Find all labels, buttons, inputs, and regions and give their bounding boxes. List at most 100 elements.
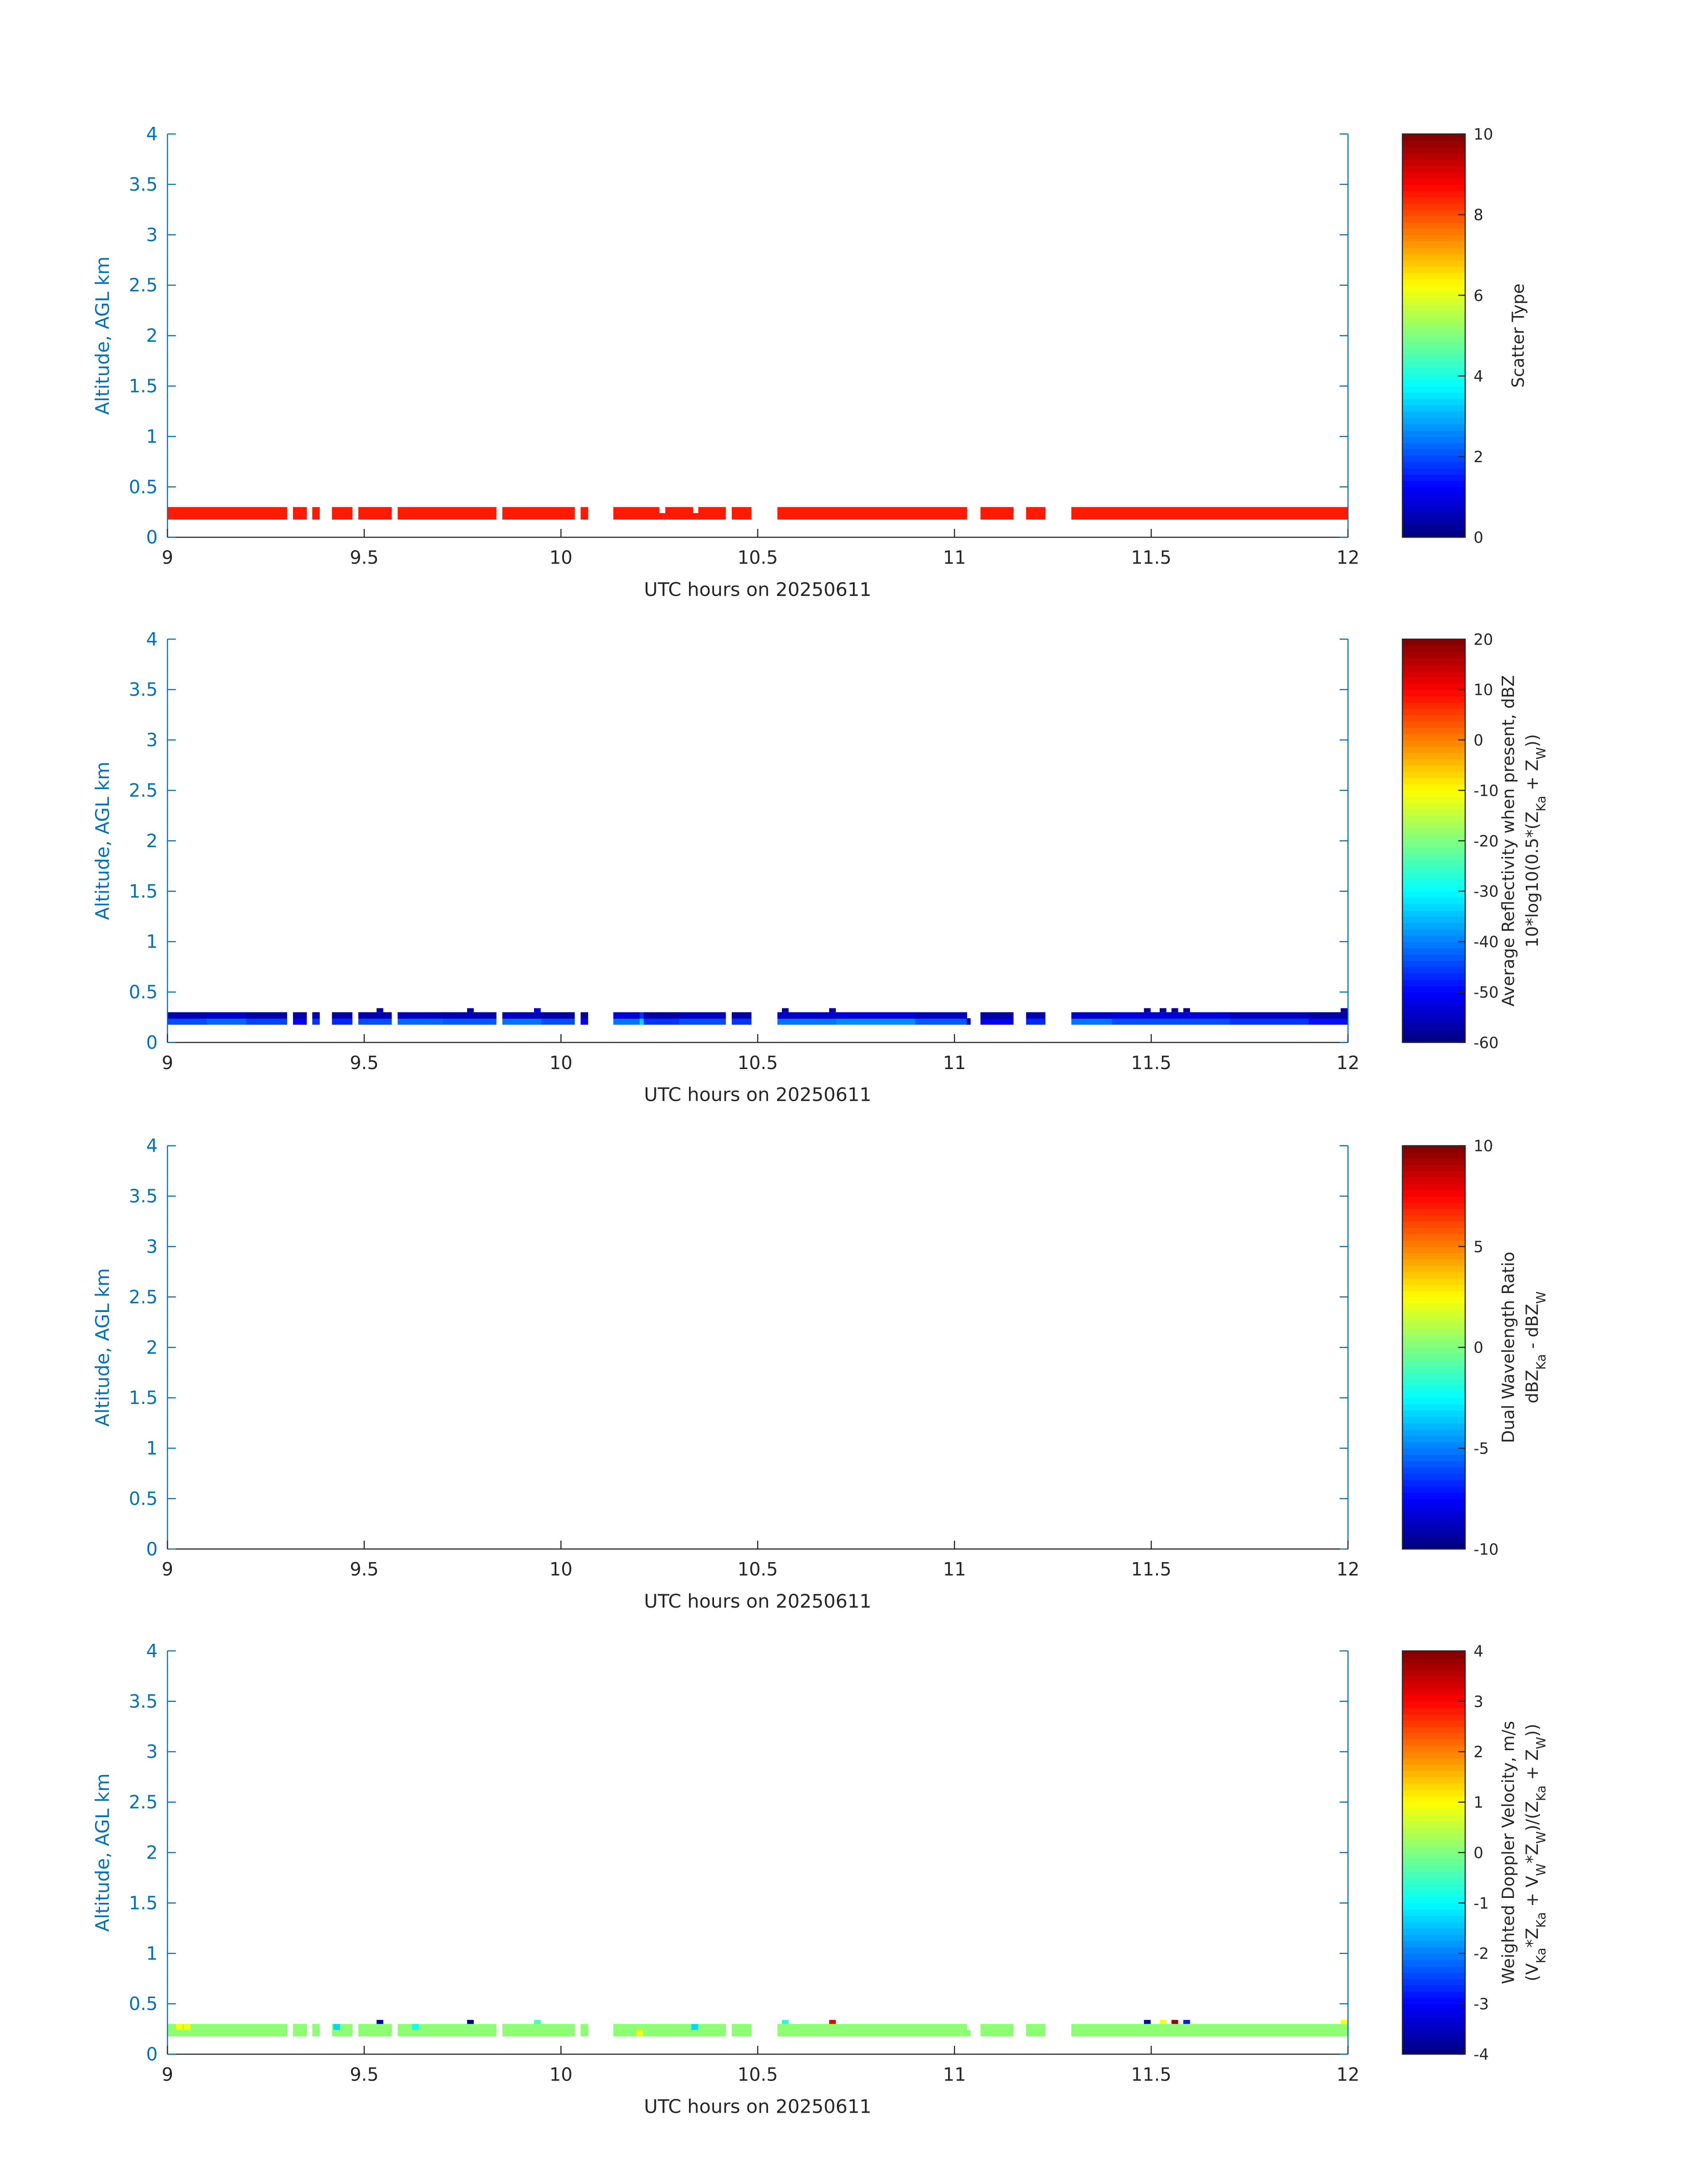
colorbar-label-line: Dual Wavelength Ratio — [1499, 1252, 1518, 1443]
colorbar-label-subscript: W — [1533, 1291, 1548, 1304]
colorbar-swatch — [1402, 2022, 1466, 2030]
colorbar-swatch — [1402, 1701, 1466, 1708]
colorbar-swatch — [1402, 279, 1466, 286]
data-cell — [580, 1018, 589, 1025]
data-point — [534, 1008, 541, 1012]
y-tick-label: 1.5 — [129, 1387, 158, 1408]
colorbar-swatch — [1402, 727, 1466, 734]
x-tick-label: 10 — [549, 1052, 572, 1074]
colorbar-label-text: + Z — [1522, 760, 1542, 796]
colorbar-swatch — [1402, 903, 1466, 911]
colorbar-label-text: Scatter Type — [1508, 284, 1528, 388]
colorbar-label-text: )) — [1522, 1724, 1542, 1737]
y-tick-label: 4 — [146, 1135, 158, 1157]
y-tick-label: 1.5 — [129, 881, 158, 902]
colorbar-swatch — [1402, 411, 1466, 418]
colorbar-swatch — [1402, 1435, 1466, 1442]
colorbar-swatch — [1402, 847, 1466, 854]
x-tick-label: 10.5 — [738, 1559, 778, 1580]
data-cell — [332, 513, 353, 520]
colorbar-swatch — [1402, 1897, 1466, 1904]
data-cell — [915, 1012, 967, 1019]
colorbar-swatch — [1402, 746, 1466, 753]
colorbar-swatch — [1402, 1871, 1466, 1878]
data-cell — [731, 507, 752, 514]
x-tick-label: 9.5 — [350, 1052, 379, 1074]
colorbar-swatch — [1402, 1985, 1466, 1992]
data-cell — [731, 513, 752, 520]
data-cell — [167, 1012, 208, 1019]
colorbar-swatch — [1402, 317, 1466, 324]
colorbar-swatch — [1402, 1884, 1466, 1891]
data-cell — [167, 1018, 208, 1025]
data-cell — [679, 1012, 726, 1019]
colorbar-swatch — [1402, 1707, 1466, 1714]
colorbar-swatch — [1402, 1366, 1466, 1373]
y-tick-label: 0.5 — [129, 476, 158, 497]
colorbar-swatch — [1402, 1751, 1466, 1759]
y-axis-label: Altitude, AGL km — [92, 1268, 113, 1427]
colorbar-swatch — [1402, 752, 1466, 760]
data-cell — [639, 1018, 644, 1025]
colorbar-swatch — [1402, 304, 1466, 311]
colorbar-swatch — [1402, 386, 1466, 393]
data-cell — [915, 1018, 967, 1025]
colorbar-label-text: dBZ — [1522, 1370, 1542, 1403]
colorbar-swatch — [1402, 1467, 1466, 1474]
data-point — [412, 2024, 419, 2030]
colorbar-swatch — [1402, 1777, 1466, 1784]
colorbar-swatch — [1402, 708, 1466, 715]
colorbar-swatch — [1402, 1423, 1466, 1430]
colorbar-swatch — [1402, 1328, 1466, 1335]
colorbar-tick-label: 8 — [1474, 206, 1483, 224]
colorbar-swatch — [1402, 1745, 1466, 1752]
data-cell — [1026, 2030, 1046, 2037]
colorbar-swatch — [1402, 247, 1466, 255]
colorbar-label-text: Weighted Doppler Velocity, m/s — [1499, 1721, 1518, 1984]
colorbar-swatch — [1402, 499, 1466, 506]
colorbar-label-text: - dBZ — [1522, 1304, 1542, 1354]
colorbar-tick-label: -3 — [1474, 1996, 1489, 2014]
colorbar-tick-label: 4 — [1474, 1642, 1483, 1660]
colorbar-swatch — [1402, 1297, 1466, 1304]
colorbar-swatch — [1402, 803, 1466, 810]
colorbar-swatch — [1402, 1442, 1466, 1449]
colorbar-swatch — [1402, 784, 1466, 791]
y-tick-label: 3.5 — [129, 679, 158, 700]
y-tick-label: 2.5 — [129, 780, 158, 801]
data-point — [691, 2024, 698, 2030]
data-cell — [613, 1012, 640, 1019]
colorbar-label-line: Average Reflectivity when present, dBZ — [1499, 675, 1518, 1007]
colorbar-label-text: + Z — [1522, 1749, 1542, 1785]
colorbar-swatch — [1402, 361, 1466, 368]
colorbar-swatch — [1402, 512, 1466, 519]
y-tick-label: 3 — [146, 1236, 158, 1257]
colorbar-swatch — [1402, 822, 1466, 829]
data-cell — [332, 1018, 353, 1025]
colorbar-swatch — [1402, 1240, 1466, 1247]
colorbar-label-text: + V — [1522, 1876, 1542, 1912]
colorbar-swatch — [1402, 979, 1466, 986]
colorbar-swatch — [1402, 1903, 1466, 1910]
colorbar-swatch — [1402, 228, 1466, 235]
colorbar-swatch — [1402, 1840, 1466, 1847]
data-point — [333, 2024, 340, 2030]
colorbar-swatch — [1402, 923, 1466, 930]
colorbar-swatch — [1402, 1360, 1466, 1367]
x-axis-label: UTC hours on 20250611 — [644, 1084, 872, 1106]
colorbar-swatch — [1402, 740, 1466, 747]
colorbar-swatch — [1402, 146, 1466, 154]
colorbar-swatch — [1402, 1259, 1466, 1266]
colorbar-swatch — [1402, 209, 1466, 217]
data-cell — [358, 2030, 392, 2037]
data-cell — [397, 2024, 497, 2031]
x-tick-label: 11 — [943, 1559, 966, 1580]
data-cell — [397, 2030, 497, 2037]
colorbar-swatch — [1402, 1991, 1466, 1998]
data-cell — [665, 513, 693, 520]
colorbar-label-subscript: W — [1533, 1737, 1548, 1749]
y-tick-label: 0 — [146, 2043, 158, 2065]
data-cell — [246, 1012, 287, 1019]
x-tick-label: 9.5 — [350, 547, 379, 568]
colorbar-swatch — [1402, 1821, 1466, 1828]
